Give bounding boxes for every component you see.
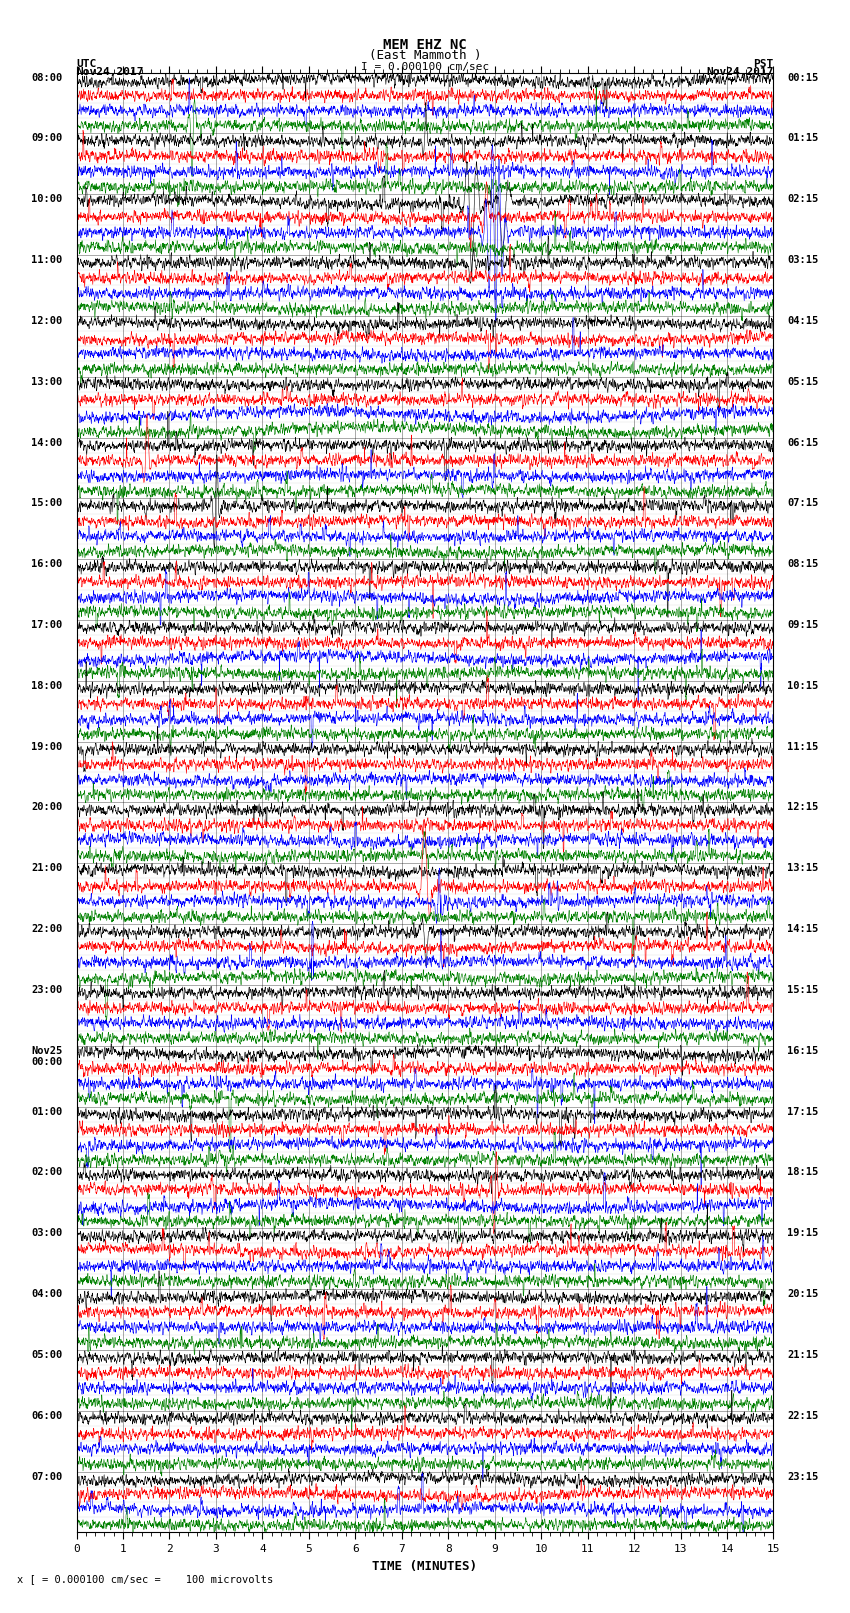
Text: 22:00: 22:00 (31, 924, 63, 934)
Text: 06:00: 06:00 (31, 1411, 63, 1421)
Text: 01:15: 01:15 (787, 134, 819, 144)
Text: 11:15: 11:15 (787, 742, 819, 752)
Text: 18:00: 18:00 (31, 681, 63, 690)
Text: I = 0.000100 cm/sec: I = 0.000100 cm/sec (361, 61, 489, 71)
Text: 09:15: 09:15 (787, 619, 819, 631)
Text: MEM EHZ NC: MEM EHZ NC (383, 39, 467, 52)
Text: Nov24,2017: Nov24,2017 (76, 68, 144, 77)
Text: 17:00: 17:00 (31, 619, 63, 631)
Text: 14:15: 14:15 (787, 924, 819, 934)
Text: 02:00: 02:00 (31, 1168, 63, 1177)
Text: 18:15: 18:15 (787, 1168, 819, 1177)
Text: 05:00: 05:00 (31, 1350, 63, 1360)
Text: 19:15: 19:15 (787, 1227, 819, 1239)
Text: PST: PST (753, 58, 774, 69)
Text: 10:00: 10:00 (31, 194, 63, 205)
Text: UTC: UTC (76, 58, 97, 69)
Text: 02:15: 02:15 (787, 194, 819, 205)
Text: 11:00: 11:00 (31, 255, 63, 265)
Text: 15:15: 15:15 (787, 986, 819, 995)
X-axis label: TIME (MINUTES): TIME (MINUTES) (372, 1560, 478, 1573)
Text: 21:00: 21:00 (31, 863, 63, 873)
Text: 16:00: 16:00 (31, 560, 63, 569)
Text: Nov24,2017: Nov24,2017 (706, 68, 774, 77)
Text: 04:15: 04:15 (787, 316, 819, 326)
Text: 21:15: 21:15 (787, 1350, 819, 1360)
Text: 13:00: 13:00 (31, 377, 63, 387)
Text: 09:00: 09:00 (31, 134, 63, 144)
Text: 14:00: 14:00 (31, 437, 63, 447)
Text: 03:15: 03:15 (787, 255, 819, 265)
Text: (East Mammoth ): (East Mammoth ) (369, 48, 481, 63)
Text: 22:15: 22:15 (787, 1411, 819, 1421)
Text: 04:00: 04:00 (31, 1289, 63, 1298)
Text: 08:00: 08:00 (31, 73, 63, 82)
Text: x [ = 0.000100 cm/sec =    100 microvolts: x [ = 0.000100 cm/sec = 100 microvolts (17, 1574, 273, 1584)
Text: 07:15: 07:15 (787, 498, 819, 508)
Text: 19:00: 19:00 (31, 742, 63, 752)
Text: 16:15: 16:15 (787, 1045, 819, 1057)
Text: 23:00: 23:00 (31, 986, 63, 995)
Text: Nov25
00:00: Nov25 00:00 (31, 1045, 63, 1068)
Text: 01:00: 01:00 (31, 1107, 63, 1116)
Text: 23:15: 23:15 (787, 1471, 819, 1481)
Text: 12:00: 12:00 (31, 316, 63, 326)
Text: 12:15: 12:15 (787, 802, 819, 813)
Text: 00:15: 00:15 (787, 73, 819, 82)
Text: 07:00: 07:00 (31, 1471, 63, 1481)
Text: 10:15: 10:15 (787, 681, 819, 690)
Text: 17:15: 17:15 (787, 1107, 819, 1116)
Text: 03:00: 03:00 (31, 1227, 63, 1239)
Text: 15:00: 15:00 (31, 498, 63, 508)
Text: 13:15: 13:15 (787, 863, 819, 873)
Text: 05:15: 05:15 (787, 377, 819, 387)
Text: 08:15: 08:15 (787, 560, 819, 569)
Text: 20:15: 20:15 (787, 1289, 819, 1298)
Text: 06:15: 06:15 (787, 437, 819, 447)
Text: 20:00: 20:00 (31, 802, 63, 813)
